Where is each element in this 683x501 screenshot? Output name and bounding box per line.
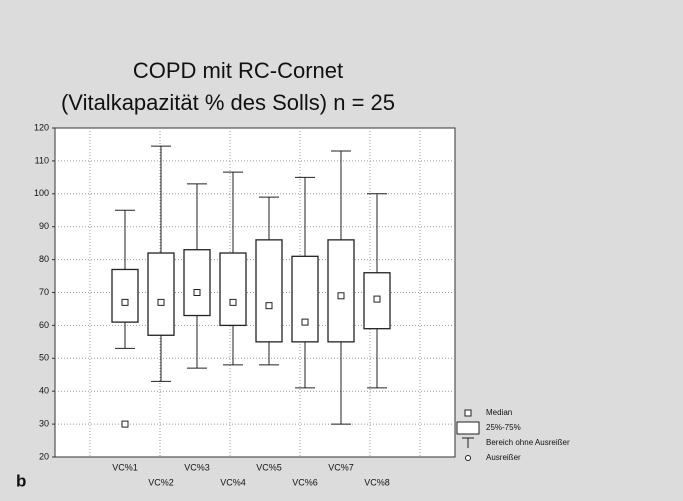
median <box>229 298 237 306</box>
y-tick-label: 50 <box>39 353 49 363</box>
legend-median-icon <box>464 409 472 417</box>
legend-box-icon <box>456 421 480 435</box>
y-tick-label: 40 <box>39 386 49 396</box>
x-tick-label: VC%1 <box>112 462 138 472</box>
box <box>327 239 355 343</box>
x-tick-label: VC%7 <box>328 462 354 472</box>
box <box>183 249 211 317</box>
box <box>111 268 139 323</box>
x-tick-label: VC%2 <box>148 477 174 487</box>
median <box>337 292 345 300</box>
y-tick-label: 60 <box>39 320 49 330</box>
y-tick-label: 20 <box>39 451 49 461</box>
y-tick-label: 110 <box>35 155 49 165</box>
chart-title: COPD mit RC-Cornet <box>133 58 343 83</box>
box <box>291 255 319 343</box>
legend-label: Bereich ohne Ausreißer <box>486 438 570 447</box>
y-tick-label: 80 <box>39 254 49 264</box>
x-tick-label: VC%3 <box>184 462 210 472</box>
chart-subtitle: (Vitalkapazität % des Solls) n = 25 <box>61 90 395 115</box>
legend-label: Median <box>486 408 512 417</box>
outlier <box>121 420 129 428</box>
y-tick-label: 120 <box>34 122 49 132</box>
box <box>219 252 247 327</box>
median <box>157 298 165 306</box>
median <box>193 289 201 296</box>
median <box>301 318 309 326</box>
box <box>147 252 175 336</box>
x-tick-label: VC%8 <box>364 477 390 487</box>
median <box>373 295 381 303</box>
x-tick-label: VC%5 <box>256 462 282 472</box>
y-tick-label: 70 <box>39 287 49 297</box>
median <box>121 298 129 306</box>
panel-label: b <box>16 471 26 490</box>
median <box>265 302 273 310</box>
legend-label: 25%-75% <box>486 423 521 432</box>
y-tick-label: 30 <box>39 418 49 428</box>
legend-label: Ausreißer <box>486 453 521 462</box>
y-tick-label: 90 <box>39 221 49 231</box>
x-tick-label: VC%6 <box>292 477 318 487</box>
x-tick-label: VC%4 <box>220 477 246 487</box>
legend-outlier-icon <box>465 455 471 461</box>
box <box>255 239 283 343</box>
y-tick-label: 100 <box>34 188 49 198</box>
